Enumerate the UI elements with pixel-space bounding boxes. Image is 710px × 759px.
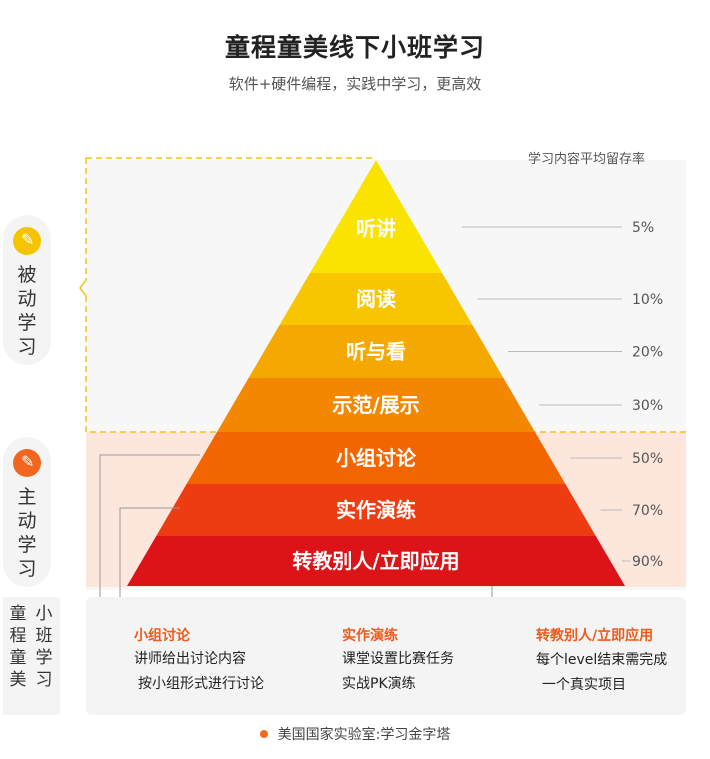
pyramid-layer bbox=[217, 378, 535, 432]
footer-caption: 美国国家实验室:学习金字塔 bbox=[0, 724, 710, 744]
retention-heading: 学习内容平均留存率 bbox=[528, 152, 646, 167]
brand-char: 美 bbox=[9, 670, 27, 690]
brand-char: 小 bbox=[35, 604, 53, 624]
pyramid-layer-label: 转教别人/立即应用 bbox=[292, 549, 459, 573]
detail-title-practice: 实作演练 bbox=[342, 628, 398, 644]
detail-line: 课堂设置比赛任务 bbox=[342, 651, 454, 667]
passive-char: 动 bbox=[17, 288, 37, 310]
brand-char: 学 bbox=[35, 648, 53, 668]
brand-label: 小 班 学 习 童 程 童 美 bbox=[3, 597, 60, 715]
detail-line: 一个真实项目 bbox=[542, 677, 626, 693]
retention-percent: 50% bbox=[632, 451, 663, 467]
active-learning-text: 主 动 学 习 bbox=[3, 485, 51, 581]
active-char: 学 bbox=[17, 534, 37, 556]
passive-learning-label: ✎ 被 动 学 习 bbox=[3, 215, 51, 365]
retention-percent: 30% bbox=[632, 398, 663, 414]
retention-percent: 90% bbox=[632, 554, 663, 570]
detail-line: 按小组形式进行讨论 bbox=[138, 676, 264, 692]
active-learning-label: ✎ 主 动 学 习 bbox=[3, 437, 51, 587]
detail-line: 实战PK演练 bbox=[342, 676, 416, 692]
footer-text: 美国国家实验室:学习金字塔 bbox=[277, 727, 451, 743]
retention-percent: 10% bbox=[632, 292, 663, 308]
active-char: 习 bbox=[17, 558, 37, 580]
pyramid-layer bbox=[127, 536, 625, 586]
pyramid-layer-label: 听讲 bbox=[356, 217, 396, 241]
brand-column-small-class: 小 班 学 习 bbox=[33, 603, 55, 691]
pyramid-layer bbox=[248, 325, 504, 378]
pencil-icon: ✎ bbox=[13, 227, 41, 255]
active-char: 主 bbox=[17, 486, 37, 508]
bullet-dot-icon bbox=[259, 730, 268, 738]
brand-char: 童 bbox=[9, 604, 27, 624]
pyramid-layer bbox=[156, 484, 596, 536]
page-subtitle: 软件+硬件编程，实践中学习，更高效 bbox=[228, 75, 482, 93]
brand-char: 班 bbox=[35, 626, 53, 646]
brand-char: 童 bbox=[9, 648, 27, 668]
retention-percent: 20% bbox=[632, 345, 663, 361]
passive-char: 学 bbox=[17, 312, 37, 334]
pyramid-layer-label: 实作演练 bbox=[336, 498, 416, 522]
detail-line: 讲师给出讨论内容 bbox=[134, 651, 246, 667]
passive-bracket bbox=[79, 279, 87, 297]
detail-line: 每个level结束需完成 bbox=[536, 652, 668, 668]
passive-char: 被 bbox=[17, 264, 37, 286]
brand-char: 习 bbox=[35, 670, 53, 690]
detail-title-teach: 转教别人/立即应用 bbox=[536, 628, 654, 644]
passive-char: 习 bbox=[17, 336, 37, 358]
pyramid-layer bbox=[279, 273, 473, 325]
pyramid-layer-label: 示范/展示 bbox=[332, 393, 419, 417]
pyramid-layer-label: 听与看 bbox=[346, 340, 406, 364]
pyramid-layer-label: 阅读 bbox=[356, 287, 396, 311]
details-card: 小组讨论 讲师给出讨论内容 按小组形式进行讨论 实作演练 课堂设置比赛任务 实战… bbox=[86, 597, 686, 715]
brand-column-name: 童 程 童 美 bbox=[7, 603, 29, 691]
detail-title-small-group: 小组讨论 bbox=[134, 628, 190, 644]
pencil-icon: ✎ bbox=[13, 449, 41, 477]
pyramid-layer-label: 小组讨论 bbox=[336, 446, 417, 470]
retention-percent: 70% bbox=[632, 503, 663, 519]
pyramid-layer bbox=[186, 432, 566, 484]
retention-percent: 5% bbox=[632, 220, 654, 236]
brand-char: 程 bbox=[9, 626, 27, 646]
passive-learning-text: 被 动 学 习 bbox=[3, 263, 51, 359]
pyramid-layer bbox=[309, 160, 443, 273]
active-char: 动 bbox=[17, 510, 37, 532]
page-title: 童程童美线下小班学习 bbox=[224, 33, 485, 62]
